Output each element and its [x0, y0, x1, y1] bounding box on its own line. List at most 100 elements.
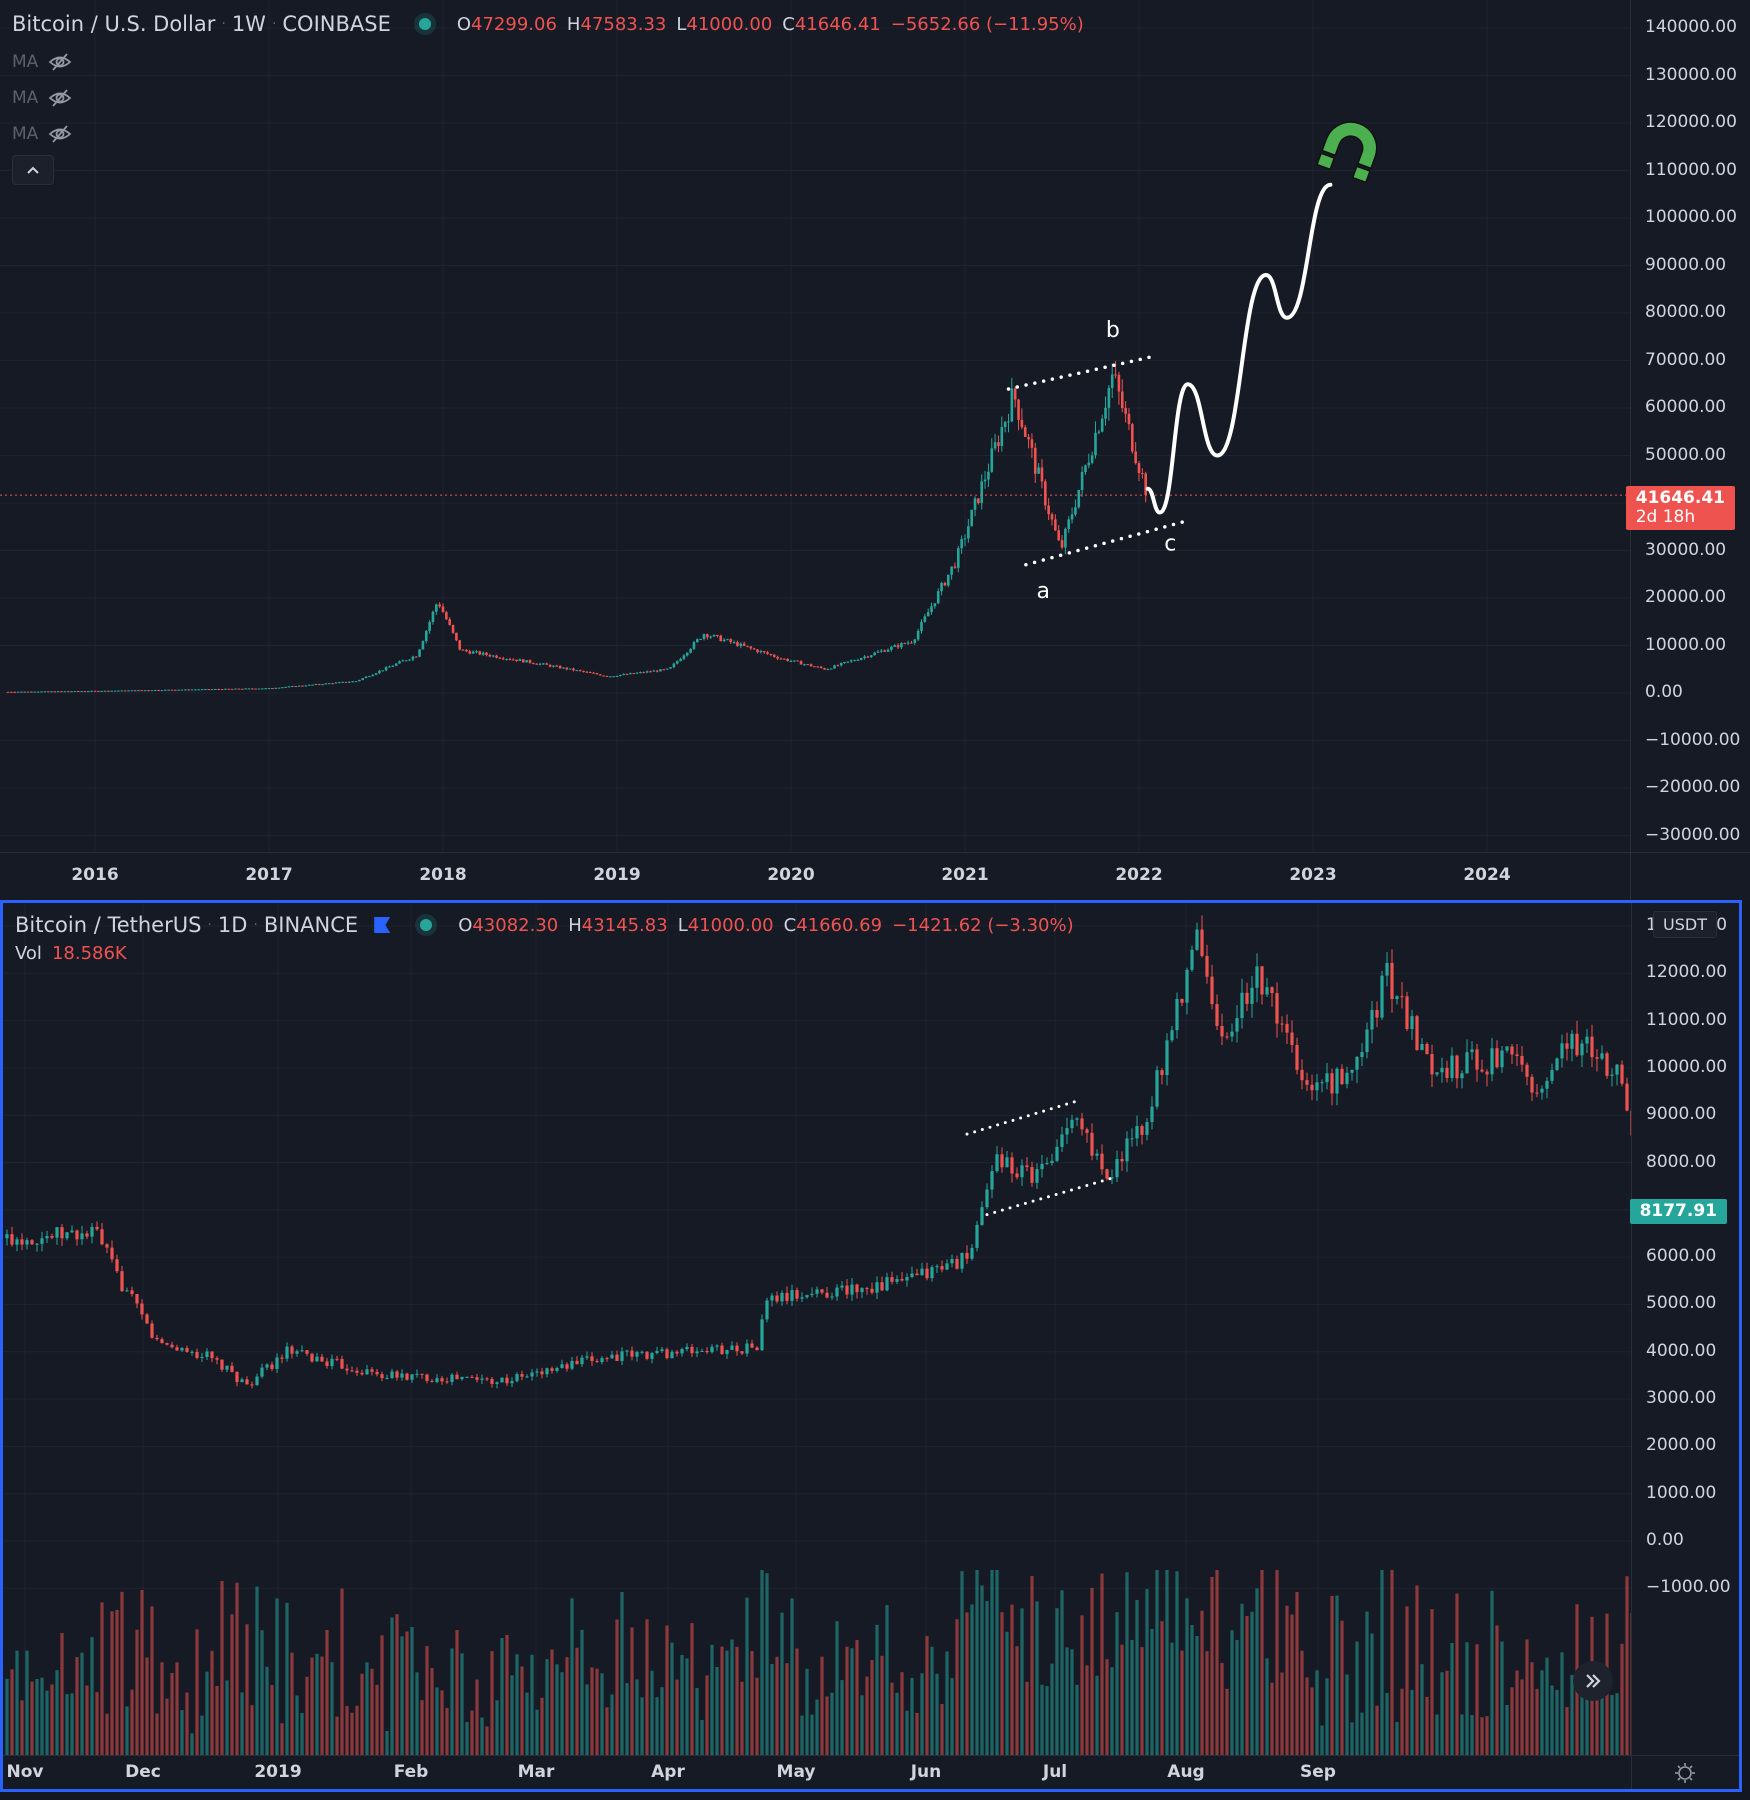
price-tick-label: 9000.00	[1646, 1104, 1717, 1125]
interval[interactable]: 1W	[231, 12, 266, 36]
volume-label: Vol	[15, 943, 42, 964]
price-change: −5652.66 (−11.95%)	[890, 13, 1084, 35]
price-tick-label: −20000.00	[1645, 777, 1741, 797]
high-label: H	[568, 914, 582, 936]
volume-value: 18.586K	[51, 943, 127, 964]
collapse-indicators-button[interactable]	[12, 155, 54, 185]
open-label: O	[458, 914, 473, 936]
axis-corner	[1631, 1755, 1739, 1789]
indicator-ma-1[interactable]: MA	[12, 52, 72, 72]
volume-legend[interactable]: Vol 18.586K	[15, 943, 127, 964]
magnet-icon	[1316, 121, 1378, 184]
symbol-name[interactable]: Bitcoin / U.S. Dollar	[12, 12, 216, 36]
price-tick-label: 8000.00	[1646, 1151, 1717, 1172]
indicator-ma-2[interactable]: MA	[12, 88, 72, 108]
price-tick-label: 70000.00	[1645, 349, 1727, 370]
weekly-candlestick-chart[interactable]: b a c	[0, 0, 1630, 852]
low-label: L	[676, 13, 687, 35]
time-tick-label: Apr	[651, 1762, 685, 1782]
low-label: L	[677, 914, 688, 936]
price-tick-label: 0.00	[1645, 682, 1683, 702]
axis-corner	[1630, 852, 1750, 900]
open-label: O	[456, 13, 472, 35]
daily-chart-pane[interactable]: Bitcoin / TetherUS · 1D · BINANCE O 43082…	[0, 900, 1742, 1792]
price-change: −1421.62 (−3.30%)	[892, 914, 1074, 936]
price-tick-label: 120000.00	[1645, 112, 1737, 132]
high-value: 47583.33	[580, 13, 667, 35]
low-value: 41000.00	[686, 13, 773, 35]
separator: ·	[271, 16, 277, 32]
close-value: 41646.41	[794, 13, 881, 35]
weekly-chart-pane[interactable]: b a c Bitcoin / U.S. Dollar · 1W · COINBAS…	[0, 0, 1750, 900]
eye-off-icon[interactable]	[48, 124, 72, 144]
price-tick-label: 130000.00	[1645, 64, 1737, 85]
time-tick-label: 2021	[941, 865, 989, 885]
close-value: 41660.69	[796, 914, 883, 936]
time-tick-label: Dec	[125, 1762, 161, 1782]
eye-off-icon[interactable]	[48, 88, 72, 108]
gear-icon[interactable]	[1674, 1762, 1696, 1784]
wave-label-c: c	[1164, 532, 1176, 557]
daily-legend: Bitcoin / TetherUS · 1D · BINANCE O 43082…	[15, 913, 1074, 937]
time-tick-label: Jul	[1042, 1762, 1068, 1782]
time-tick-label: 2024	[1463, 865, 1511, 885]
price-tick-label: 11000.00	[1646, 1009, 1728, 1030]
indicator-ma-3[interactable]: MA	[12, 124, 72, 144]
bar-countdown: 2d 18h	[1635, 507, 1696, 527]
time-tick-label: 2017	[245, 865, 293, 885]
daily-time-axis[interactable]: Nov Dec 2019 Feb Mar Apr May Jun Jul Aug Sep	[3, 1755, 1635, 1789]
price-tick-label: 4000.00	[1646, 1340, 1717, 1361]
price-tick-label: 1000.00	[1646, 1482, 1717, 1503]
indicator-label: MA	[12, 88, 39, 108]
symbol-name[interactable]: Bitcoin / TetherUS	[15, 913, 202, 937]
daily-candlestick-chart[interactable]	[3, 903, 1635, 1755]
price-tick-label: 80000.00	[1645, 302, 1727, 322]
weekly-time-axis[interactable]: 2016 2017 2018 2019 2020 2021 2022 2023 2024	[0, 852, 1630, 900]
time-tick-label: Jun	[910, 1762, 942, 1782]
last-price-tag: 8177.91	[1629, 1199, 1727, 1224]
eye-off-icon[interactable]	[48, 52, 72, 72]
price-tick-label: 140000.00	[1645, 17, 1737, 37]
price-tick-label: 90000.00	[1645, 254, 1727, 275]
indicator-label: MA	[12, 124, 39, 144]
interval[interactable]: 1D	[217, 913, 248, 937]
price-tick-label: 12000.00	[1646, 962, 1728, 983]
exchange: COINBASE	[282, 12, 391, 36]
time-tick-label: 2019	[254, 1762, 302, 1782]
time-tick-label: 2020	[767, 865, 815, 885]
projection-path	[1145, 182, 1333, 515]
price-tick-label: 3000.00	[1646, 1388, 1717, 1409]
time-tick-label: Aug	[1167, 1762, 1205, 1782]
currency-unit-badge[interactable]: USDT	[1653, 911, 1717, 938]
weekly-price-axis[interactable]: 140000.00 130000.00 120000.00 110000.00 1000…	[1630, 0, 1750, 852]
last-price-tag: 41646.41 2d 18h	[1625, 486, 1735, 530]
separator: ·	[221, 16, 226, 32]
double-chevron-right-icon	[1586, 1674, 1601, 1688]
time-tick-label: 2023	[1289, 865, 1337, 885]
time-tick-label: May	[776, 1762, 816, 1782]
exchange: BINANCE	[263, 913, 359, 937]
time-tick-label: Nov	[6, 1762, 44, 1782]
price-tick-label: 30000.00	[1645, 539, 1727, 560]
price-tick-label: 20000.00	[1645, 587, 1727, 607]
ohlc-values: O 47299.06 H 47583.33 L 41000.00 C 41646.41 …	[457, 14, 1084, 35]
close-label: C	[783, 914, 797, 936]
high-value: 43145.83	[581, 914, 668, 936]
daily-price-axis[interactable]: 13000.0012000.0011000.0010000.009000.008…	[1631, 903, 1739, 1755]
open-value: 47299.06	[471, 13, 557, 35]
wave-label-b: b	[1106, 318, 1120, 343]
wave-label-a: a	[1037, 579, 1050, 604]
price-tick-label: 10000.00	[1645, 634, 1727, 655]
price-tick-label: 5000.00	[1646, 1293, 1717, 1314]
market-status-dot	[418, 18, 431, 30]
scroll-to-realtime-button[interactable]	[1573, 1661, 1613, 1701]
price-tick-label: −1000.00	[1646, 1577, 1731, 1598]
price-tick-label: 60000.00	[1645, 397, 1727, 417]
ohlc-values: O 43082.30 H 43145.83 L 41000.00 C 41660.69 …	[458, 915, 1073, 936]
market-status-dot	[420, 919, 433, 931]
flag-icon[interactable]	[374, 917, 391, 933]
high-label: H	[566, 13, 581, 35]
open-value: 43082.30	[472, 914, 559, 936]
price-tick-label: 100000.00	[1645, 207, 1737, 227]
